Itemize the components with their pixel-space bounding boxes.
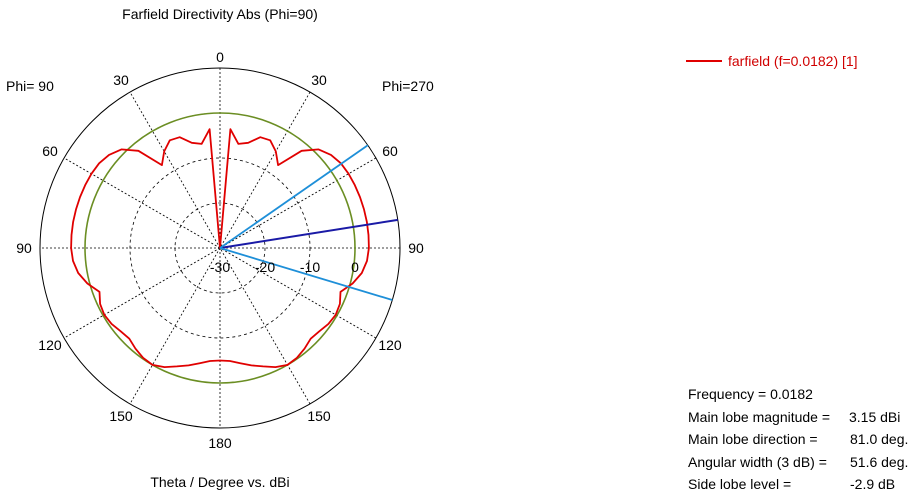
main-lobe-line [219,218,398,249]
angle-label: 90 [408,240,424,256]
info-side-lobe-level: Side lobe level = -2.9 dB [688,473,918,496]
radial-tick-label: 0 [351,259,359,275]
radial-tick-label: -30 [210,259,230,275]
info-main-lobe-direction-label: Main lobe direction = [688,431,818,448]
info-main-lobe-magnitude-label: Main lobe magnitude = [688,408,831,425]
info-main-lobe-magnitude-value: 3.15 dBi [849,408,901,425]
angle-label: 30 [113,72,129,88]
info-side-lobe-level-label: Side lobe level = [688,476,792,493]
farfield-series [70,128,370,368]
angle-label: 180 [208,435,232,451]
info-main-lobe-direction-value: 81.0 deg. [850,431,909,448]
beamwidth-line [219,144,369,249]
info-angular-width: Angular width (3 dB) = 51.6 deg. [688,451,918,474]
angle-label: 90 [16,240,32,256]
angle-label: 60 [382,143,398,159]
radial-tick-label: -20 [255,259,275,275]
info-main-lobe-magnitude: Main lobe magnitude = 3.15 dBi [688,406,918,429]
radial-tick-label: -10 [300,259,320,275]
angle-label: 150 [307,408,331,424]
phi-right-label: Phi=270 [382,78,434,94]
chart-xlabel: Theta / Degree vs. dBi [150,474,290,490]
info-angular-width-label: Angular width (3 dB) = [688,453,827,470]
info-panel: Frequency = 0.0182 Main lobe magnitude =… [688,383,918,496]
outer-ring [39,67,401,429]
angle-label: 30 [311,72,327,88]
legend: farfield (f=0.0182) [1] [686,51,858,71]
legend-label: farfield (f=0.0182) [1] [728,53,858,69]
chart-title: Farfield Directivity Abs (Phi=90) [122,6,318,22]
info-main-lobe-direction: Main lobe direction = 81.0 deg. [688,428,918,451]
phi-left-label: Phi= 90 [6,78,54,94]
polar-plot: -30 -20 -10 0 0 30 30 60 60 90 90 120 120 150 150 180 Ph… [6,49,434,451]
beamwidth-line [219,247,393,301]
angle-label: 0 [216,49,224,65]
angle-label: 120 [38,337,62,353]
reference-circle [84,112,356,384]
info-frequency-label: Frequency = 0.0182 [688,386,813,402]
info-angular-width-value: 51.6 deg. [850,453,909,470]
radial-gridcircle [129,157,311,339]
radial-gridcircle [174,202,266,294]
legend-swatch [686,60,722,62]
info-side-lobe-level-value: -2.9 dB [850,476,896,493]
info-frequency: Frequency = 0.0182 [688,383,918,406]
angle-label: 60 [42,143,58,159]
angle-label: 120 [378,337,402,353]
angle-label: 150 [109,408,133,424]
